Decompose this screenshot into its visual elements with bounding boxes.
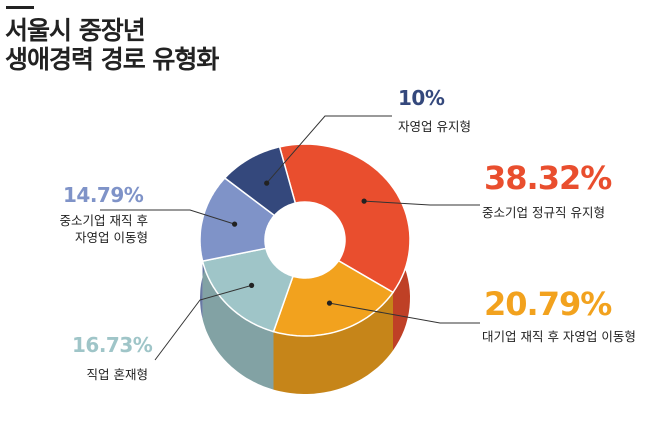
slice-3-name-line-1: 중소기업 재직 후 <box>59 213 148 228</box>
slice-3-percent: 14.79% <box>63 183 144 207</box>
leader-line-slice-3 <box>100 209 235 225</box>
slice-2-name: 직업 혼재형 <box>86 367 148 382</box>
title-line-1: 서울시 중장년 <box>5 16 146 45</box>
slice-1-percent: 20.79% <box>484 285 612 323</box>
leader-dot-slice-4 <box>264 180 270 186</box>
leader-line-slice-0 <box>364 200 480 206</box>
leader-dot-slice-0 <box>361 198 367 204</box>
label-group-slice-2: 16.73% 직업 혼재형 <box>50 333 153 383</box>
leader-dot-slice-1 <box>326 300 333 306</box>
slice-3-name-line-2: 자영업 이동형 <box>75 230 148 245</box>
label-group-slice-0: 38.32% 중소기업 정규직 유지형 <box>482 159 612 221</box>
slice-2-side <box>202 261 274 390</box>
donut-slices <box>199 143 411 394</box>
leader-line-slice-2 <box>154 284 252 361</box>
slice-1-name: 대기업 재직 후 자영업 이동형 <box>482 329 636 344</box>
slice-0-percent: 38.32% <box>484 159 612 197</box>
donut-hole <box>266 203 344 277</box>
title-accent-bar <box>6 6 34 9</box>
label-group-slice-1: 20.79% 대기업 재직 후 자영업 이동형 <box>482 285 636 345</box>
leader-dot-slice-2 <box>249 282 255 288</box>
slice-4-percent: 10% <box>398 86 445 110</box>
label-group-slice-3: 14.79% 중소기업 재직 후 자영업 이동형 <box>30 183 148 246</box>
leader-line-slice-4 <box>266 115 392 184</box>
slice-0-name: 중소기업 정규직 유지형 <box>482 205 605 220</box>
leader-lines <box>100 115 480 361</box>
slice-4-name: 자영업 유지형 <box>398 119 471 134</box>
title-line-2: 생애경력 경로 유형화 <box>5 45 219 74</box>
label-group-slice-4: 10% 자영업 유지형 <box>398 86 471 135</box>
leader-dot-slice-3 <box>232 221 238 227</box>
slice-4-top <box>223 146 297 217</box>
slice-1-side <box>273 292 393 394</box>
chart-title: 서울시 중장년 생애경력 경로 유형화 <box>5 16 219 74</box>
leader-line-slice-1 <box>329 302 480 324</box>
slice-2-percent: 16.73% <box>72 333 153 357</box>
